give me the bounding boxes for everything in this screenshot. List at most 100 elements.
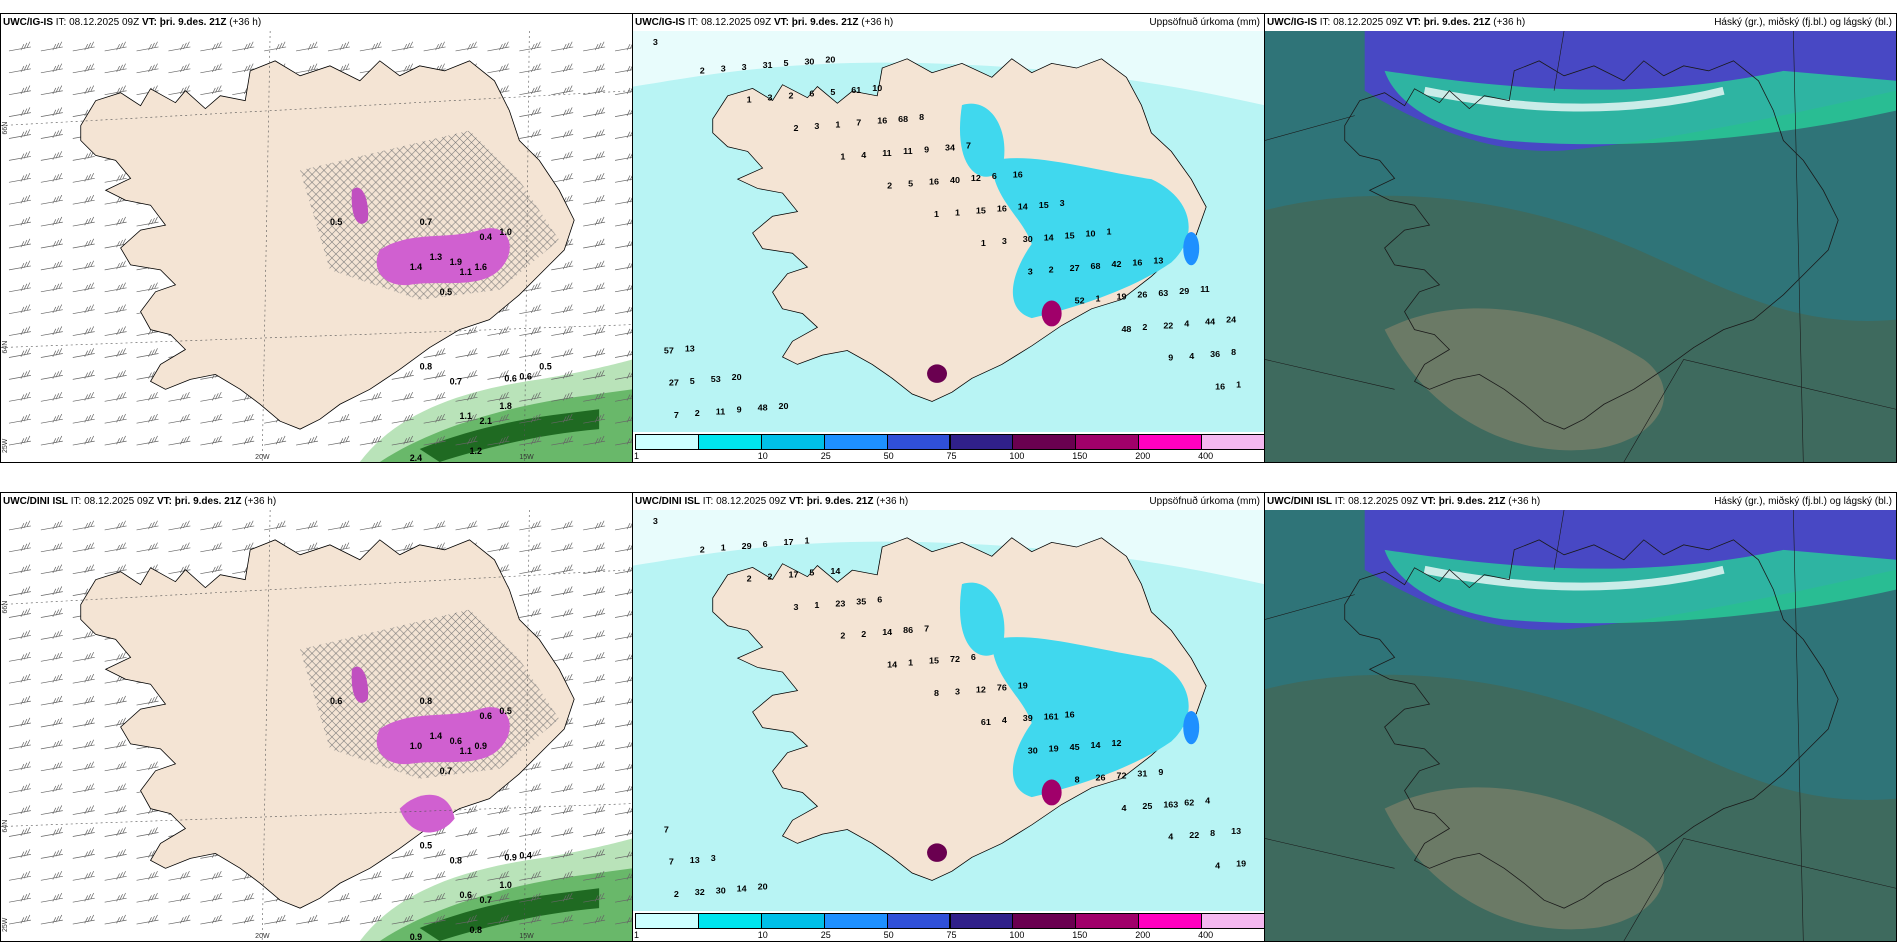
colorbar-tick: 75 xyxy=(946,930,957,940)
temperature-label: 0.9 xyxy=(504,852,516,862)
precip-value: 19 xyxy=(1116,292,1126,302)
map-svg: 3223214861308444212121341926252219322917… xyxy=(633,510,1264,911)
temperature-label: 0.6 xyxy=(519,371,531,381)
precip-value: 7 xyxy=(669,857,674,867)
precip-max xyxy=(1041,300,1062,327)
lon-label: 15W xyxy=(519,454,534,461)
precip-value: 3 xyxy=(711,853,716,863)
precip-value: 16 xyxy=(1215,382,1225,392)
colorbar-swatch xyxy=(886,913,951,929)
temperature-label: 1.8 xyxy=(499,401,511,411)
precip-max xyxy=(1041,779,1062,806)
precip-value: 11 xyxy=(716,407,726,417)
precip-value: 26 xyxy=(1096,773,1106,783)
precip-value: 1 xyxy=(835,120,840,130)
precip-value: 163 xyxy=(1163,800,1178,810)
precip-value: 12 xyxy=(1111,738,1121,748)
precip-value: 3 xyxy=(793,602,798,612)
temperature-label: 1.4 xyxy=(410,262,422,272)
temperature-label: 0.9 xyxy=(474,741,486,751)
panel-header: UWC/IG-IS IT: 08.12.2025 09Z VT: þri. 9.… xyxy=(1265,14,1896,31)
lon-label: 25W xyxy=(2,438,9,453)
precip-value: 14 xyxy=(1091,740,1101,750)
precip-value: 1 xyxy=(747,95,752,105)
panel-header: UWC/IG-IS IT: 08.12.2025 09Z VT: þri. 9.… xyxy=(633,14,1264,31)
precip-value: 4 xyxy=(1002,715,1007,725)
precip-value: 3 xyxy=(814,121,819,131)
precip-value: 2 xyxy=(674,889,679,899)
colorbar-tick: 10 xyxy=(757,451,768,461)
precip-value: 29 xyxy=(1179,286,1189,296)
boundary-lines xyxy=(1265,510,1896,941)
precip-value: 52 xyxy=(1075,296,1085,306)
colorbar-swatch xyxy=(823,913,888,929)
panel-title: Háský (gr.), miðský (fj.bl.) og lágský (… xyxy=(1714,17,1892,28)
temperature-label: 1.1 xyxy=(460,746,472,756)
precip-value: 1 xyxy=(981,238,986,248)
colorbar-swatch xyxy=(1075,434,1140,450)
precip-value: 31 xyxy=(763,60,773,70)
precip-light-area xyxy=(633,31,1264,106)
precip-value: 1 xyxy=(721,543,726,553)
graticule xyxy=(1,31,632,462)
precip-value: 9 xyxy=(1168,353,1173,363)
colorbar-tick: 400 xyxy=(1198,451,1214,461)
temperature-label: 1.1 xyxy=(460,411,472,421)
temperature-label: 0.6 xyxy=(460,890,472,900)
precip-value: 53 xyxy=(711,374,721,384)
temperature-label: 1.0 xyxy=(410,741,422,751)
precip-value: 3 xyxy=(955,687,960,697)
precip-value: 4 xyxy=(1184,319,1189,329)
precip-value: 4 xyxy=(1168,832,1173,842)
temperature-label: 2.4 xyxy=(410,453,422,462)
temperature-label: 0.5 xyxy=(330,217,342,227)
precip-value: 76 xyxy=(997,683,1007,693)
precip-value: 27 xyxy=(669,378,679,388)
colorbar-swatch xyxy=(1138,913,1203,929)
precip-value: 10 xyxy=(1086,229,1096,239)
precip-value: 61 xyxy=(851,85,861,95)
precip-value: 57 xyxy=(664,346,674,356)
snowfall-area xyxy=(399,794,455,833)
map-svg: 3212121135248916733345132124123211116153… xyxy=(633,31,1264,432)
lon-label: 25W xyxy=(2,917,9,932)
colorbar-swatch xyxy=(1012,434,1077,450)
precip-value: 13 xyxy=(1153,256,1163,266)
temperature-label: 1.0 xyxy=(499,880,511,890)
temperature-label: 0.5 xyxy=(499,706,511,716)
lat-label: 66N xyxy=(2,601,9,614)
cloud-overlap xyxy=(1423,565,1725,591)
precip-value: 6 xyxy=(877,595,882,605)
map-wind-temperature: 66N 64N 20W 15W 25W 0.6 0.8 0.6 0.5 1.4 0.6 1.1 0.9 0… xyxy=(1,510,632,941)
precip-value: 2 xyxy=(747,574,752,584)
precip-value: 5 xyxy=(830,87,835,97)
precip-value: 7 xyxy=(856,118,861,128)
precip-value: 17 xyxy=(784,537,794,547)
precip-value: 4 xyxy=(1189,351,1194,361)
panel-r1-wind-temp: UWC/IG-IS IT: 08.12.2025 09Z VT: þri. 9.… xyxy=(0,13,633,463)
precip-value: 25 xyxy=(1142,801,1152,811)
precip-value: 3 xyxy=(1028,267,1033,277)
map-svg xyxy=(1265,510,1896,941)
precip-value: 7 xyxy=(664,825,669,835)
temperature-label: 1.4 xyxy=(430,731,442,741)
precip-value: 4 xyxy=(861,150,866,160)
precip-max xyxy=(927,364,948,383)
temperature-label: 0.8 xyxy=(450,855,462,865)
precip-value: 1 xyxy=(955,208,960,218)
temperature-label: 1.3 xyxy=(430,252,442,262)
precip-value: 34 xyxy=(945,143,955,153)
map-svg xyxy=(1265,31,1896,462)
land-iceland xyxy=(712,58,1207,402)
precip-heavy xyxy=(1183,231,1200,266)
precip-value: 14 xyxy=(887,660,897,670)
precip-light-area xyxy=(633,510,1264,585)
precip-value: 14 xyxy=(1044,233,1054,243)
precip-colorbar: 1 10 25 50 75 100 150 200 400 xyxy=(633,432,1264,462)
precip-value: 20 xyxy=(825,55,835,65)
panel-header: UWC/DINI ISL IT: 08.12.2025 09Z VT: þri.… xyxy=(1,493,632,510)
temperature-label: 0.7 xyxy=(420,217,432,227)
precip-value: 20 xyxy=(758,882,768,892)
precip-value: 22 xyxy=(1189,830,1199,840)
colorbar-tick: 1 xyxy=(634,930,640,940)
